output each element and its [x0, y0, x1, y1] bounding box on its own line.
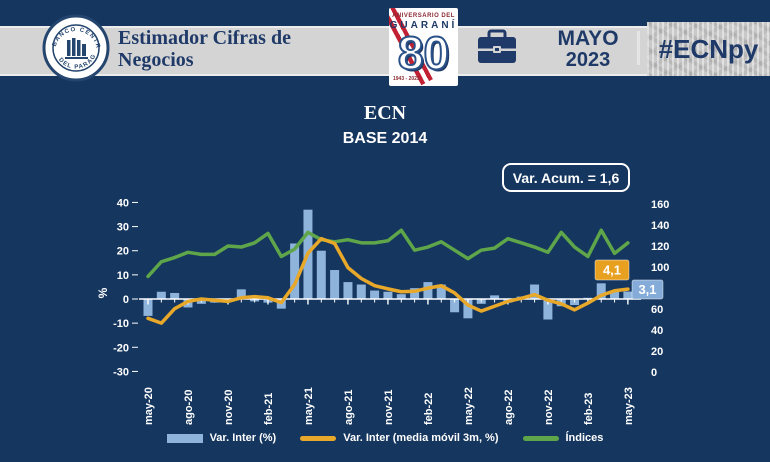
svg-text:-10: -10 [113, 318, 129, 330]
line-swatch-icon [522, 435, 559, 441]
svg-text:120: 120 [651, 241, 669, 253]
svg-text:nov-21: nov-21 [383, 390, 395, 425]
svg-text:may-21: may-21 [303, 387, 315, 425]
svg-text:may-20: may-20 [143, 387, 155, 425]
svg-text:may-22: may-22 [463, 387, 475, 425]
legend-item-moving-avg: Var. Inter (media móvil 3m, %) [300, 432, 499, 444]
svg-text:-20: -20 [113, 342, 129, 354]
anniversary-label: ANIVERSARIO DEL [392, 13, 455, 19]
period-year: 2023 [565, 49, 611, 72]
chart-legend: Var. Inter (%) Var. Inter (media móvil 3… [0, 432, 770, 444]
hashtag-badge: #ECNpy [647, 22, 770, 76]
anniversary-number: 80 [397, 26, 450, 80]
header-divider [637, 31, 640, 65]
svg-text:30: 30 [117, 222, 129, 234]
svg-text:0: 0 [123, 294, 129, 306]
svg-text:100: 100 [651, 262, 669, 274]
report-title-line2: Negocios [118, 49, 194, 72]
svg-text:20: 20 [651, 346, 663, 358]
svg-text:10: 10 [117, 270, 129, 282]
line-swatch-icon [300, 435, 337, 441]
svg-text:0: 0 [651, 367, 657, 379]
svg-text:3,1: 3,1 [638, 282, 656, 297]
legend-label: Índices [565, 432, 604, 444]
svg-text:ago-21: ago-21 [343, 390, 355, 425]
svg-text:%: % [96, 287, 110, 298]
svg-text:feb-23: feb-23 [583, 393, 595, 425]
chart-subtitle: BASE 2014 [342, 130, 428, 147]
legend-label: Var. Inter (%) [209, 432, 277, 444]
report-title: Estimador Cifras de Negocios [118, 27, 398, 72]
anniversary-years: 1943 - 2023 [393, 76, 420, 82]
svg-text:ago-20: ago-20 [183, 390, 195, 425]
svg-text:-30: -30 [113, 366, 129, 378]
svg-text:feb-21: feb-21 [263, 393, 275, 425]
svg-text:may-23: may-23 [623, 387, 635, 425]
legend-item-indices: Índices [522, 432, 604, 444]
svg-text:nov-22: nov-22 [543, 390, 555, 425]
guarani-80-anniversary-logo: ANIVERSARIO DEL GUARANÍ 80 1943 - 2023 [389, 8, 458, 86]
svg-text:160: 160 [651, 199, 669, 211]
svg-text:20: 20 [117, 246, 129, 258]
svg-text:140: 140 [651, 220, 669, 232]
chart-title: ECN [363, 102, 407, 124]
svg-text:ago-22: ago-22 [503, 390, 515, 425]
svg-text:40: 40 [117, 197, 129, 209]
svg-text:40: 40 [651, 325, 663, 337]
period-label: MAYO 2023 [545, 27, 631, 72]
briefcase-icon [478, 29, 516, 63]
ecn-combo-chart: 403020100-10-20-30%160140120100806040200… [96, 197, 669, 425]
bar-swatch-icon [166, 433, 203, 443]
legend-label: Var. Inter (media móvil 3m, %) [343, 432, 499, 444]
svg-text:60: 60 [651, 304, 663, 316]
svg-text:nov-20: nov-20 [223, 390, 235, 425]
svg-text:4,1: 4,1 [603, 263, 621, 278]
accumulated-variation-badge: Var. Acum. = 1,6 [502, 163, 630, 192]
period-month: MAYO [557, 27, 619, 50]
report-title-line1: Estimador Cifras de [118, 27, 291, 49]
guarani-label: GUARANÍ [389, 20, 458, 31]
svg-text:feb-22: feb-22 [423, 393, 435, 425]
bcp-seal-icon: BANCO CENTRAL DEL PARAGUAY [42, 14, 110, 82]
legend-item-var-inter: Var. Inter (%) [166, 432, 277, 444]
